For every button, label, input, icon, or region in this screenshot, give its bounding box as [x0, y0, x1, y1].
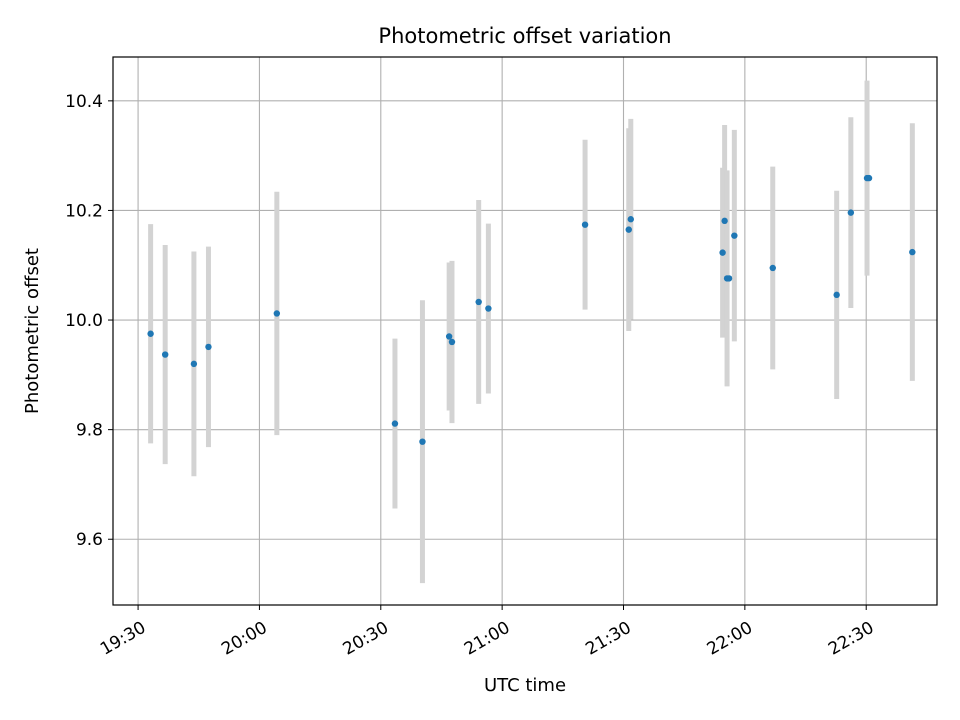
data-point	[190, 360, 198, 368]
data-point	[627, 216, 634, 223]
data-point	[147, 330, 154, 337]
y-tick-label: 10.2	[65, 201, 103, 221]
data-point	[719, 249, 726, 256]
data-point	[731, 232, 738, 239]
data-point	[161, 351, 169, 358]
y-tick-label: 9.8	[76, 421, 103, 441]
data-point	[625, 226, 632, 233]
data-point	[273, 310, 281, 317]
y-tick-label: 10.4	[65, 92, 103, 112]
plot-frame	[112, 56, 938, 606]
grid-lines	[113, 57, 937, 605]
data-markers	[147, 174, 916, 445]
data-point	[391, 420, 399, 427]
data-point	[847, 209, 855, 216]
chart-title: Photometric offset variation	[378, 24, 671, 48]
y-tick-label: 9.6	[76, 530, 103, 550]
data-point	[581, 221, 589, 228]
data-point	[721, 217, 728, 225]
data-point	[445, 333, 453, 340]
x-axis-label: UTC time	[484, 675, 566, 696]
data-point	[865, 174, 873, 182]
y-axis-ticks: 9.6 9.8 10.0 10.2 10.4	[65, 92, 113, 550]
data-point	[485, 305, 492, 312]
data-point	[205, 343, 212, 351]
data-point	[725, 275, 733, 282]
y-tick-label: 10.0	[65, 311, 103, 331]
data-point	[448, 338, 456, 346]
data-point	[769, 264, 776, 272]
y-axis-label: Photometric offset	[22, 248, 43, 414]
data-point	[833, 291, 840, 299]
data-point	[909, 248, 916, 256]
data-point	[419, 438, 426, 445]
data-point	[475, 298, 482, 306]
